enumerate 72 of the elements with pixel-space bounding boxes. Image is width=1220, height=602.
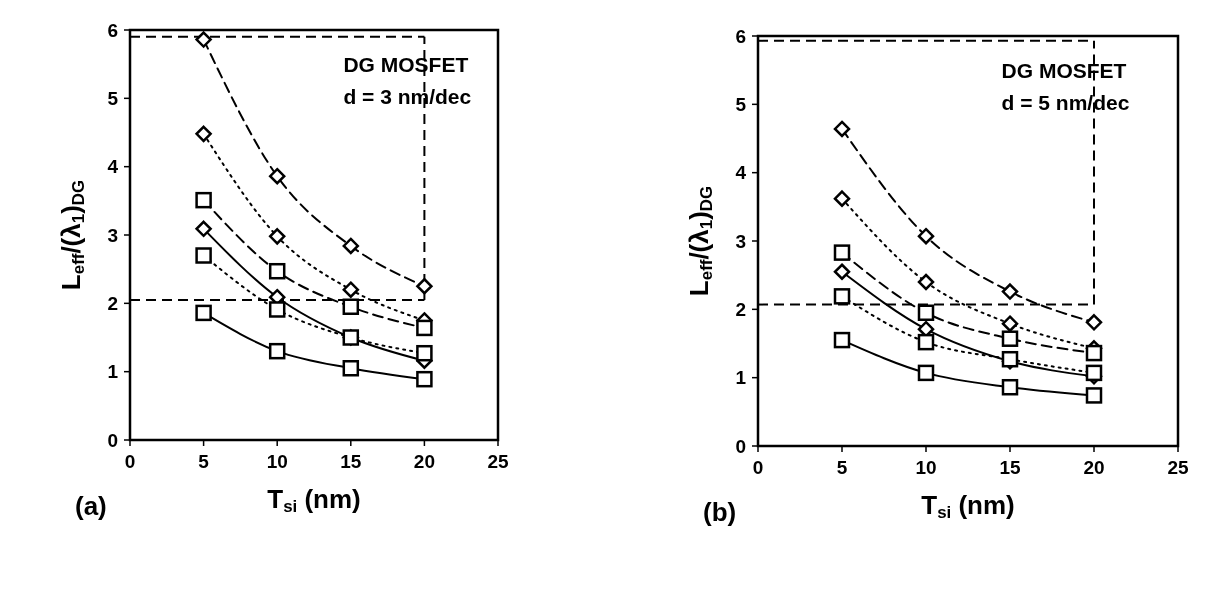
point [342, 281, 360, 298]
point [342, 360, 360, 377]
point [1085, 387, 1103, 404]
y-tick-label: 3 [735, 230, 746, 252]
annotation: DG MOSFET [343, 53, 469, 76]
text: (b) [703, 497, 737, 527]
x-tick-label: 10 [266, 451, 288, 472]
y-tick-label: 2 [107, 292, 118, 314]
point [917, 364, 935, 382]
point [195, 304, 212, 322]
point [268, 262, 286, 280]
point [195, 125, 212, 143]
point [917, 273, 935, 291]
point [416, 319, 433, 337]
y-tick-label: 1 [735, 367, 747, 389]
point [268, 228, 286, 245]
point [342, 298, 360, 315]
x-tick-label: 0 [752, 457, 764, 478]
x-axis-title: T$_{si}$ (nm) [267, 484, 361, 517]
point [1085, 364, 1103, 382]
y-tick-label: 3 [107, 224, 118, 246]
point [833, 288, 851, 305]
point [833, 263, 851, 280]
point [917, 227, 935, 245]
point [416, 344, 433, 362]
point [917, 333, 935, 351]
x-tick-label: 15 [999, 457, 1021, 478]
point [1001, 330, 1019, 347]
point [1085, 344, 1103, 362]
y-tick-label: 0 [735, 435, 746, 457]
y-tick-label: 2 [735, 298, 746, 320]
point [1085, 314, 1103, 331]
y-tick-label: 1 [107, 361, 119, 383]
point [1001, 315, 1019, 332]
x-tick-label: 5 [198, 451, 210, 472]
x-tick-label: 10 [915, 457, 937, 478]
point [833, 120, 851, 138]
point [195, 31, 212, 48]
x-tick-label: 20 [1083, 457, 1105, 478]
y-tick-label: 6 [107, 19, 118, 41]
x-tick-label: 0 [124, 451, 136, 472]
point [833, 331, 851, 349]
point [416, 278, 433, 295]
point [833, 244, 851, 261]
y-tick-label: 4 [735, 162, 747, 184]
x-tick-label: 25 [1167, 457, 1189, 478]
point [195, 191, 212, 209]
x-axis-title: T$_{si}$ (nm) [921, 490, 1015, 523]
text: (a) [75, 491, 107, 521]
point [342, 237, 360, 255]
y-tick-label: 6 [735, 25, 746, 47]
x-tick-label: 25 [487, 451, 509, 472]
x-tick-label: 20 [413, 451, 435, 472]
point [268, 342, 286, 360]
point [268, 167, 286, 185]
y-tick-label: 5 [107, 87, 119, 109]
point [833, 190, 851, 207]
point [416, 370, 433, 388]
annotation: d = 3 nm/dec [343, 85, 472, 108]
y-tick-label: 4 [107, 156, 119, 178]
point [195, 220, 212, 238]
point [917, 304, 935, 321]
annotation: DG MOSFET [1001, 59, 1127, 82]
y-tick-label: 0 [107, 429, 118, 451]
x-tick-label: 5 [836, 457, 848, 478]
point [195, 247, 212, 264]
annotation: d = 5 nm/dec [1001, 91, 1130, 114]
point [1001, 378, 1019, 396]
x-tick-label: 15 [340, 451, 362, 472]
point [268, 301, 286, 318]
point [1001, 283, 1019, 300]
y-tick-label: 5 [735, 93, 747, 115]
